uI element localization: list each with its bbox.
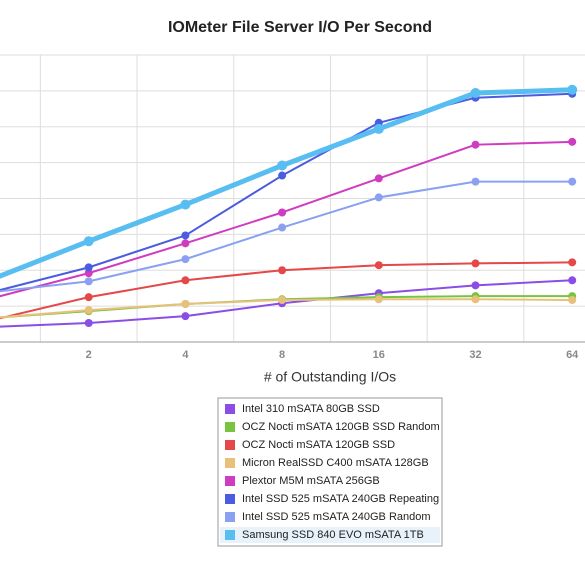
point	[471, 177, 480, 186]
point	[471, 259, 480, 268]
series-line	[0, 87, 573, 279]
point	[568, 276, 577, 285]
point	[278, 266, 287, 275]
legend-label: Intel SSD 525 mSATA 240GB Random	[242, 511, 431, 523]
point	[374, 261, 383, 270]
point	[84, 277, 93, 286]
point	[181, 239, 190, 248]
point	[568, 177, 577, 186]
chart-title: IOMeter File Server I/O Per Second	[168, 19, 432, 36]
point	[181, 312, 190, 321]
legend-label: Intel 310 mSATA 80GB SSD	[242, 403, 380, 415]
legend-swatch	[225, 476, 235, 486]
point	[84, 293, 93, 302]
x-tick-label: 8	[279, 349, 285, 361]
point	[568, 296, 577, 305]
x-tick-label: 64	[566, 349, 579, 361]
x-tick-label: 2	[86, 349, 92, 361]
point	[181, 255, 190, 264]
point	[84, 318, 93, 327]
point	[84, 306, 93, 315]
x-tick-label: 4	[182, 349, 189, 361]
legend-swatch	[225, 512, 235, 522]
legend-label: Intel SSD 525 mSATA 240GB Repeating	[242, 493, 439, 505]
point	[181, 231, 190, 240]
point	[278, 171, 287, 180]
point	[373, 123, 384, 134]
point	[568, 137, 577, 146]
x-tick-label: 32	[469, 349, 481, 361]
point	[278, 208, 287, 217]
point	[471, 140, 480, 149]
legend-swatch	[225, 422, 235, 432]
legend-label: Micron RealSSD C400 mSATA 128GB	[242, 457, 429, 469]
point	[278, 296, 287, 305]
legend-label: Plextor M5M mSATA 256GB	[242, 475, 380, 487]
legend-highlight	[220, 527, 440, 543]
point	[278, 223, 287, 232]
point	[470, 88, 481, 99]
point	[374, 295, 383, 304]
point	[181, 276, 190, 285]
point	[84, 263, 93, 272]
point	[83, 236, 94, 247]
legend	[217, 397, 443, 547]
legend-swatch	[225, 440, 235, 450]
legend-label: OCZ Nocti mSATA 120GB SSD	[242, 439, 395, 451]
legend-swatch	[225, 494, 235, 504]
point	[84, 269, 93, 278]
x-tick-label: 16	[373, 349, 385, 361]
point	[568, 258, 577, 267]
point	[471, 295, 480, 304]
point	[374, 174, 383, 183]
legend-swatch	[225, 530, 235, 540]
point	[471, 281, 480, 290]
point	[277, 160, 288, 171]
legend-label: Samsung SSD 840 EVO mSATA 1TB	[242, 529, 424, 541]
legend-label: OCZ Nocti mSATA 120GB SSD Random	[242, 421, 440, 433]
point	[374, 193, 383, 202]
legend-swatch	[225, 458, 235, 468]
point	[181, 299, 190, 308]
x-axis-label: # of Outstanding I/Os	[264, 369, 396, 385]
legend-swatch	[225, 404, 235, 414]
series-line	[0, 279, 573, 328]
point	[567, 84, 578, 95]
point	[180, 199, 191, 210]
